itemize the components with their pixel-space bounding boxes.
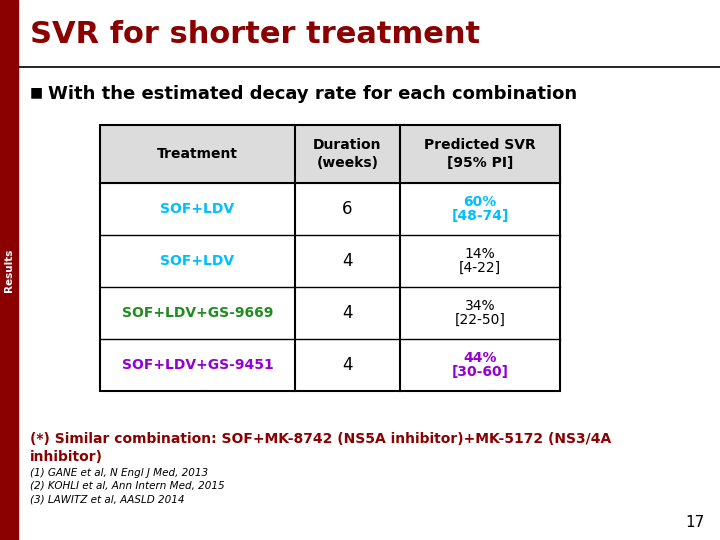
Text: (3) LAWITZ et al, AASLD 2014: (3) LAWITZ et al, AASLD 2014 [30,494,184,504]
Bar [100,125,560,391]
Text: SOF+LDV: SOF+LDV [161,254,235,268]
Text: 60%: 60% [464,195,497,209]
Text: 34%: 34% [464,299,495,313]
Text: SOF+LDV: SOF+LDV [161,202,235,216]
Text: Duration
(weeks): Duration (weeks) [313,138,382,170]
Text: 6: 6 [342,200,353,218]
Text: 4: 4 [342,252,353,270]
Text: (1) GANE et al, N Engl J Med, 2013: (1) GANE et al, N Engl J Med, 2013 [30,468,208,478]
Text: SVR for shorter treatment: SVR for shorter treatment [30,20,480,49]
Text: Treatment: Treatment [157,147,238,161]
Text: 4: 4 [342,356,353,374]
Text: ■: ■ [30,85,43,99]
Text: [48-74]: [48-74] [451,209,509,223]
Bar [0,0,18,540]
Text: (2) KOHLI et al, Ann Intern Med, 2015: (2) KOHLI et al, Ann Intern Med, 2015 [30,481,225,491]
Text: [4-22]: [4-22] [459,261,501,275]
Text: [22-50]: [22-50] [454,313,505,327]
Text: (*) Similar combination: SOF+MK-8742 (NS5A inhibitor)+MK-5172 (NS3/4A
inhibitor): (*) Similar combination: SOF+MK-8742 (NS… [30,432,611,464]
Text: With the estimated decay rate for each combination: With the estimated decay rate for each c… [48,85,577,103]
Text: 14%: 14% [464,247,495,261]
Text: SOF+LDV+GS-9451: SOF+LDV+GS-9451 [122,358,274,372]
Bar [100,125,560,391]
Bar [100,125,560,183]
Text: 44%: 44% [463,351,497,365]
Text: [30-60]: [30-60] [451,365,508,379]
Text: 17: 17 [685,515,705,530]
Text: Results: Results [4,248,14,292]
Text: 4: 4 [342,304,353,322]
Text: SOF+LDV+GS-9669: SOF+LDV+GS-9669 [122,306,273,320]
Text: Predicted SVR
[95% PI]: Predicted SVR [95% PI] [424,138,536,170]
